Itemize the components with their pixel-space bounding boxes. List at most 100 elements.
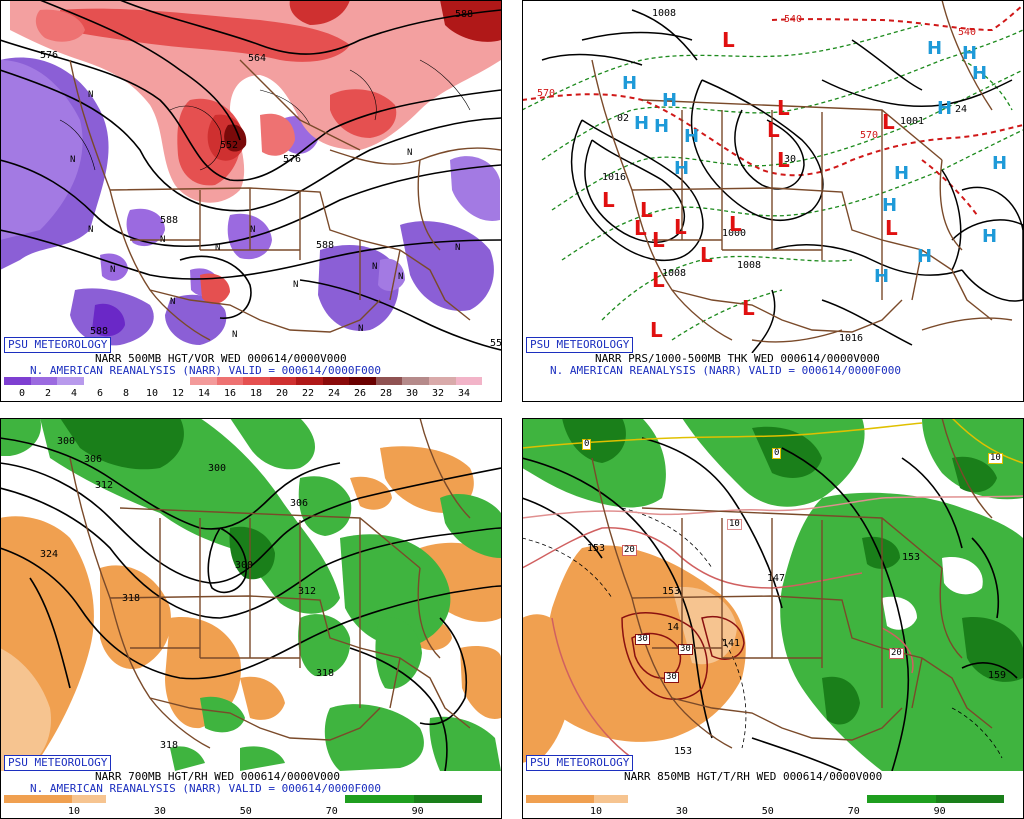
low-pressure-symbol: L (722, 28, 735, 52)
vorticity-min-symbol: N (232, 330, 238, 340)
contour-label: 300 (235, 560, 254, 571)
contour-label: 552 (220, 140, 239, 151)
colorbar-tick-label: 0 (18, 388, 26, 399)
thickness-label: 540 (958, 27, 977, 38)
thickness-label: 570 (537, 88, 556, 99)
colorbar-segment (277, 795, 312, 803)
colorbar-tick-label: 10 (145, 388, 159, 399)
map-850mb-t-rh: 0 0 10 10 20 30 30 30 20 153 153 14 141 … (522, 418, 1023, 771)
map-500mb-vorticity: 576 564 576 588 588 588 588 552 552 N N … (0, 0, 501, 353)
high-pressure-symbol: H (634, 113, 650, 134)
colorbar-segment (140, 795, 175, 803)
vorticity-min-symbol: N (358, 324, 364, 334)
thickness-label: 570 (860, 130, 879, 141)
colorbar-segment (136, 377, 164, 385)
thickness-label: 540 (784, 14, 803, 25)
panel-title-line: NARR PRS/1000-500MB THK WED 000614/0000V… (595, 352, 880, 365)
vorticity-min-symbol: N (170, 297, 176, 307)
colorbar-tick-label: 50 (761, 806, 774, 817)
contour-label: 147 (767, 573, 786, 584)
low-pressure-symbol: L (885, 216, 898, 240)
colorbar-segment (4, 795, 39, 803)
colorbar-tick-label: 2 (44, 388, 52, 399)
isotherm-label: 30 (635, 634, 650, 645)
colorbar-tick-label: 26 (353, 388, 367, 399)
colorbar-tick-label: 14 (197, 388, 211, 399)
colorbar-segment (189, 377, 217, 385)
isobar-label: 1008 (652, 8, 677, 19)
isobar-label: 1008 (662, 268, 687, 279)
map-700mb-rh: 300 306 312 324 318 300 306 300 312 318 … (0, 418, 501, 771)
high-pressure-symbol: H (962, 43, 978, 64)
panel-title-line: NARR 850MB HGT/T/RH WED 000614/0000V000 (624, 770, 883, 783)
low-pressure-symbol: L (777, 96, 790, 120)
low-pressure-symbol: L (767, 118, 780, 142)
colorbar-segment (4, 377, 31, 385)
vorticity-min-symbol: N (372, 262, 378, 272)
colorbar-segment (163, 377, 190, 385)
contour-label: 564 (248, 53, 267, 64)
isotherm-label: 20 (622, 545, 637, 556)
colorbar-segment (296, 377, 323, 385)
colorbar (526, 795, 1004, 803)
contour-label: 588 (316, 240, 335, 251)
isotherm-label: 10 (727, 519, 742, 530)
contour-label: 300 (57, 436, 76, 447)
psu-meteorology-badge: PSU METEOROLOGY (526, 755, 634, 771)
panel-500mb-vorticity: 576 564 576 588 588 588 588 552 552 N N … (0, 0, 501, 401)
contour-label: 153 (902, 552, 921, 563)
colorbar-segment (349, 377, 376, 385)
colorbar-tick-label: 6 (96, 388, 104, 399)
contour-label: 552 (490, 338, 501, 349)
colorbar-tick-label: 30 (675, 806, 688, 817)
colorbar-tick-label: 90 (933, 806, 946, 817)
high-pressure-symbol: H (654, 116, 670, 137)
high-pressure-symbol: H (992, 153, 1008, 174)
high-pressure-symbol: H (917, 246, 933, 267)
isobar-label: 1016 (602, 172, 627, 183)
contour-label: 588 (90, 326, 109, 337)
colorbar-segment (216, 377, 244, 385)
colorbar (4, 377, 483, 385)
low-pressure-symbol: L (652, 228, 665, 252)
colorbar-tick-label: 24 (327, 388, 341, 399)
colorbar-segment (106, 795, 141, 803)
colorbar-segment (83, 377, 111, 385)
colorbar-segment (243, 377, 270, 385)
contour-label: 153 (587, 543, 606, 554)
vorticity-min-symbol: N (88, 225, 94, 235)
contour-label: 576 (40, 50, 59, 61)
low-pressure-symbol: L (650, 318, 663, 342)
colorbar-tick-label: 28 (379, 388, 393, 399)
contour-label: 153 (674, 746, 693, 757)
colorbar-segment (526, 795, 561, 803)
colorbar (4, 795, 482, 803)
colorbar-segment (969, 795, 1004, 803)
colorbar-segment (110, 377, 137, 385)
high-pressure-symbol: H (937, 98, 953, 119)
contour-label: 153 (662, 586, 681, 597)
vorticity-min-symbol: N (88, 90, 94, 100)
contour-label: 306 (290, 498, 309, 509)
colorbar-ticks: 10 30 50 70 90 (4, 807, 482, 819)
colorbar-tick-label: 18 (249, 388, 263, 399)
colorbar-tick-label: 90 (411, 806, 424, 817)
colorbar-segment (799, 795, 834, 803)
contour-label: 588 (160, 215, 179, 226)
colorbar-tick-label: 30 (153, 806, 166, 817)
colorbar-tick-label: 70 (325, 806, 338, 817)
vorticity-min-symbol: N (455, 243, 461, 253)
vorticity-min-symbol: N (110, 265, 116, 275)
colorbar-tick-label: 32 (431, 388, 445, 399)
contour-label: 306 (84, 454, 103, 465)
high-pressure-symbol: H (874, 266, 890, 287)
colorbar-ticks: 0 2 4 6 8 10 12 14 16 18 20 22 24 26 28 30 32 34 (4, 389, 482, 401)
vorticity-min-symbol: N (293, 280, 299, 290)
contour-label: 312 (298, 586, 317, 597)
colorbar-segment (935, 795, 970, 803)
contour-label: 318 (160, 740, 179, 751)
isobar-label: 1000 (722, 228, 747, 239)
high-pressure-symbol: H (684, 126, 700, 147)
high-pressure-symbol: H (622, 73, 638, 94)
colorbar-segment (594, 795, 629, 803)
